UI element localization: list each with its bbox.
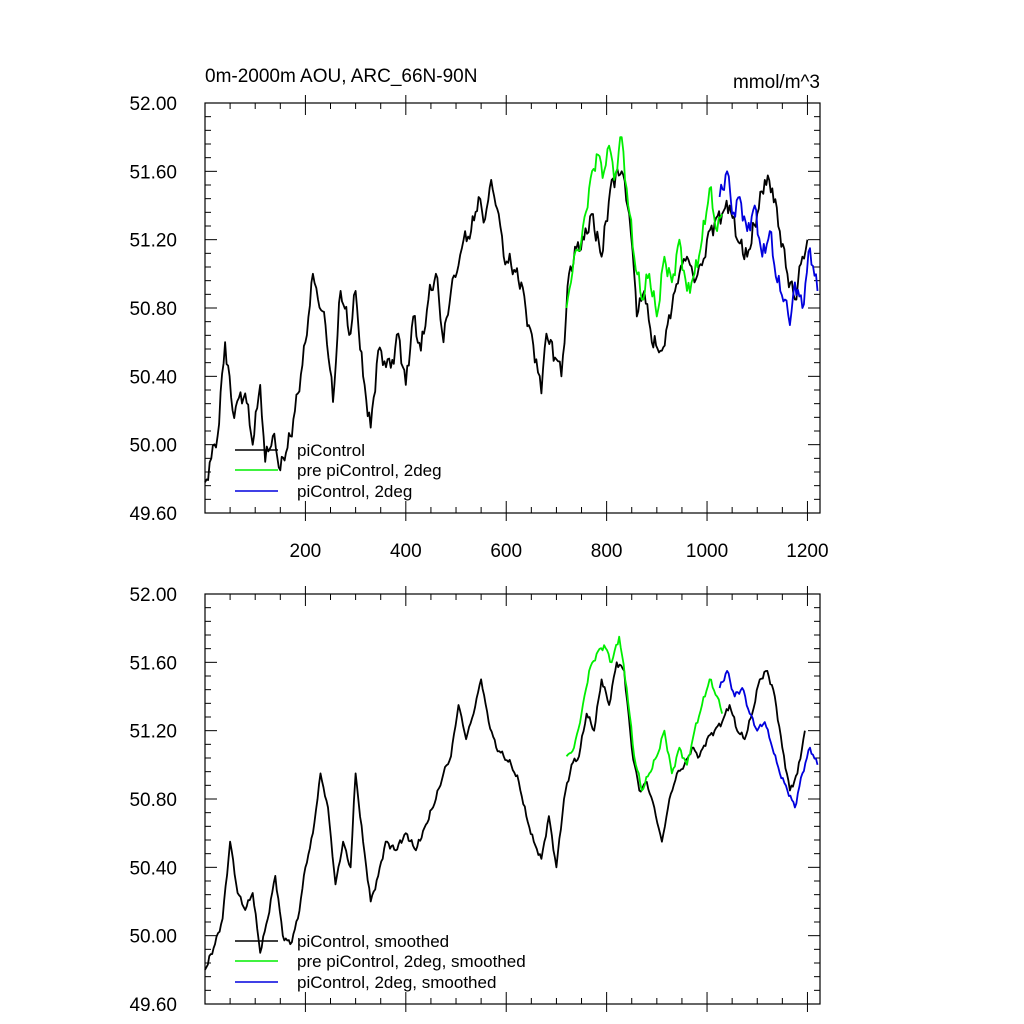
series-line-picontrol [204, 168, 809, 483]
top-panel-title: 0m-2000m AOU, ARC_66N-90N [205, 66, 477, 87]
y-tick-label: 52.00 [129, 585, 177, 606]
legend-label-picontrol: piControl [297, 441, 365, 460]
y-tick-label: 51.60 [129, 653, 177, 674]
legend-label-picontrol-2deg-smoothed: piControl, 2deg, smoothed [297, 973, 496, 992]
top-panel-x-tick-labels: 200 400 600 800 1000 1200 [290, 541, 829, 562]
top-panel-series-lines [204, 136, 819, 483]
top-panel-units: mmol/m^3 [733, 72, 820, 93]
y-tick-label: 50.40 [129, 367, 177, 388]
bottom-panel: 49.60 50.00 50.40 50.80 51.20 51.60 52.00 piCo… [129, 585, 821, 1016]
y-tick-label: 50.80 [129, 299, 177, 320]
legend-label-pre-picontrol-2deg-smoothed: pre piControl, 2deg, smoothed [297, 952, 526, 971]
bottom-panel-y-tick-labels: 49.60 50.00 50.40 50.80 51.20 51.60 52.00 [129, 585, 177, 1016]
legend-label-picontrol-smoothed: piControl, smoothed [297, 932, 449, 951]
x-tick-label: 400 [390, 541, 422, 562]
top-panel-legend: piControl pre piControl, 2deg piControl,… [235, 441, 442, 501]
series-line-picontrol-smoothed [204, 661, 806, 971]
x-tick-label: 600 [490, 541, 522, 562]
bottom-panel-legend: piControl, smoothed pre piControl, 2deg,… [235, 932, 526, 992]
x-tick-label: 800 [591, 541, 623, 562]
series-line-picontrol-2deg-smoothed [718, 670, 819, 809]
bottom-panel-plot-frame [204, 593, 821, 1005]
series-line-pre-picontrol-2deg-smoothed [565, 635, 723, 792]
legend-label-pre-picontrol-2deg: pre piControl, 2deg [297, 461, 442, 480]
y-tick-label: 51.20 [129, 231, 177, 252]
y-tick-label: 51.20 [129, 722, 177, 743]
top-panel-y-tick-labels: 49.60 50.00 50.40 50.80 51.20 51.60 52.00 [129, 94, 177, 525]
top-panel-plot-frame [204, 102, 821, 514]
y-tick-label: 50.00 [129, 927, 177, 948]
x-tick-label: 200 [290, 541, 322, 562]
y-tick-label: 50.80 [129, 790, 177, 811]
y-tick-label: 52.00 [129, 94, 177, 115]
y-tick-label: 49.60 [129, 995, 177, 1016]
legend-label-picontrol-2deg: piControl, 2deg [297, 482, 412, 501]
top-panel: 0m-2000m AOU, ARC_66N-90N mmol/m^3 49.60… [129, 66, 828, 562]
y-tick-label: 50.00 [129, 436, 177, 457]
series-line-picontrol-2deg [718, 170, 819, 326]
bottom-panel-series-lines [204, 635, 819, 971]
bottom-panel-ticks [205, 586, 820, 1012]
y-tick-label: 50.40 [129, 858, 177, 879]
x-tick-label: 1000 [686, 541, 728, 562]
series-line-pre-picontrol-2deg [565, 136, 723, 318]
x-tick-label: 1200 [786, 541, 828, 562]
y-tick-label: 51.60 [129, 162, 177, 183]
y-tick-label: 49.60 [129, 504, 177, 525]
